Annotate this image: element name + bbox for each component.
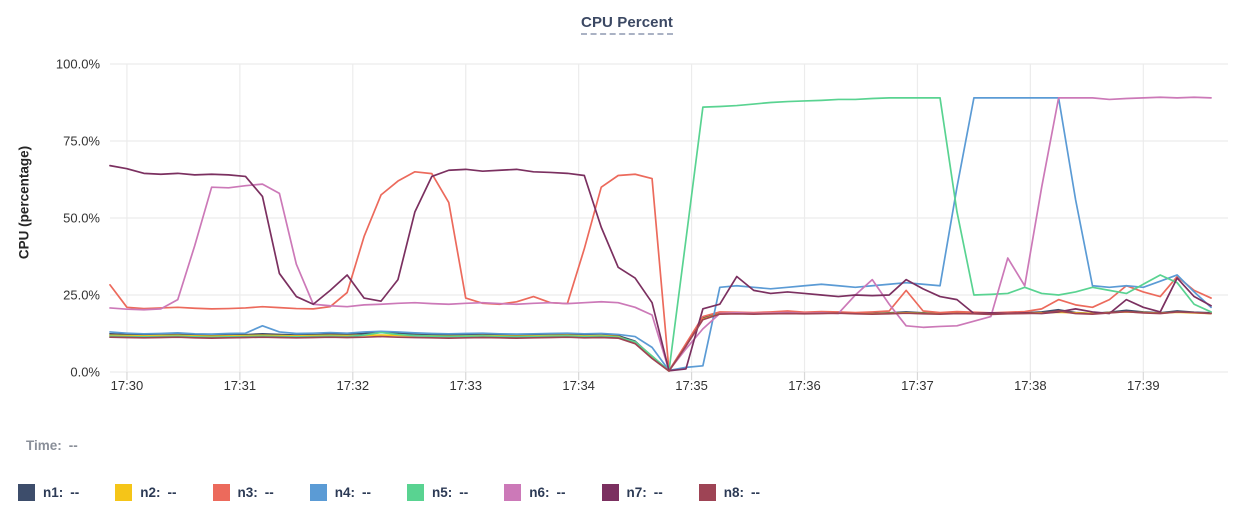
legend-swatch-n2 (115, 484, 133, 501)
legend-value-n3: -- (264, 485, 274, 500)
legend-item-n7[interactable]: n7: -- (601, 484, 663, 501)
series-line-n6 (109, 96, 1212, 372)
legend-value-n2: -- (167, 485, 177, 500)
legend-label-n7: n7: (626, 485, 647, 500)
legend-value-n4: -- (362, 485, 371, 500)
legend-swatch-n8 (698, 484, 716, 501)
legend-swatch-n1 (18, 484, 35, 501)
legend-item-n3[interactable]: n3: -- (212, 484, 274, 501)
legend-value-n7: -- (653, 485, 663, 500)
x-axis-tick-label: 17:35 (675, 378, 708, 393)
legend-item-n6[interactable]: n6: -- (504, 484, 566, 501)
legend-swatch-n3 (212, 484, 230, 501)
legend-label-n1: n1: (43, 485, 64, 500)
x-axis-tick-label: 17:39 (1127, 378, 1160, 393)
legend-swatch-n7 (601, 484, 619, 501)
y-axis-tick-label: 0.0% (70, 364, 100, 380)
legend-label-n5: n5: (432, 485, 453, 500)
legend-value-n8: -- (751, 485, 760, 500)
x-axis-tick-label: 17:30 (110, 378, 144, 393)
legend-value-n5: -- (459, 485, 469, 500)
legend-time: Time: -- (26, 438, 78, 453)
legend-item-n5[interactable]: n5: -- (407, 484, 468, 501)
x-axis-tick-label: 17:38 (1014, 378, 1047, 393)
legend-label-n2: n2: (140, 485, 161, 500)
x-axis-tick-label: 17:37 (901, 378, 934, 393)
series-line-n3 (109, 170, 1212, 372)
x-axis-tick-label: 17:33 (449, 378, 482, 393)
legend-item-n2[interactable]: n2: -- (115, 484, 177, 501)
y-axis-tick-label: 50.0% (63, 210, 100, 226)
legend-swatch-n5 (407, 484, 424, 501)
legend-item-n4[interactable]: n4: -- (309, 484, 371, 501)
y-axis-tick-label: 75.0% (63, 133, 100, 149)
series-line-n4 (109, 97, 1212, 372)
legend-time-label: Time: (26, 438, 62, 453)
x-axis-tick-label: 17:32 (336, 378, 370, 393)
legend-value-n1: -- (70, 485, 80, 500)
legend-item-n1[interactable]: n1: -- (18, 484, 79, 501)
legend-value-n6: -- (556, 485, 566, 500)
series-line-n8 (109, 310, 1212, 372)
x-axis-tick-label: 17:34 (562, 378, 595, 393)
legend-series-list: n1: -- n2: -- n3: -- n4: -- n5: -- n6: -- n7: -- n8: -- (18, 484, 796, 501)
y-axis-tick-label: 100.0% (55, 56, 100, 72)
legend-swatch-n4 (309, 484, 327, 501)
legend-swatch-n6 (504, 484, 522, 501)
chart-plot-area: CPU (percentage) 0.0% 25.0% 50.0% 75.0% 100.… (0, 40, 1254, 420)
chart-svg (109, 63, 1228, 380)
legend-label-n8: n8: (723, 485, 744, 500)
legend-item-n8[interactable]: n8: -- (698, 484, 760, 501)
x-axis-tick-label: 17:31 (223, 378, 257, 393)
x-axis-tick-label: 17:36 (788, 378, 821, 393)
chart-title-text: CPU Percent (581, 14, 673, 35)
legend-label-n4: n4: (334, 485, 355, 500)
page-title: CPU Percent (0, 14, 1254, 35)
legend-time-value: -- (68, 438, 78, 453)
y-axis-tick-label: 25.0% (63, 287, 100, 303)
legend-label-n3: n3: (237, 485, 258, 500)
series-line-n5 (109, 97, 1212, 372)
legend-label-n6: n6: (529, 485, 550, 500)
